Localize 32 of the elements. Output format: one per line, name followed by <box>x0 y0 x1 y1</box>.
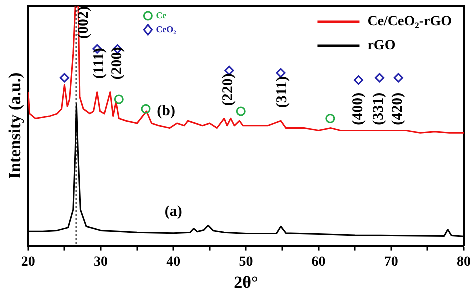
point <box>354 76 364 86</box>
x-tick-label: 80 <box>457 254 471 270</box>
annotation: (400) <box>350 92 367 126</box>
annotation: (220) <box>220 74 237 106</box>
legend-label: Ce/CeO₂-rGO <box>368 14 452 30</box>
annotation: (a) <box>164 204 182 220</box>
point <box>375 73 385 83</box>
annotation: (311) <box>274 76 290 108</box>
x-tick-label: 60 <box>312 254 326 270</box>
annotation: (b) <box>157 103 176 120</box>
point <box>141 104 151 114</box>
x-axis-title: 2θ° <box>234 273 258 292</box>
point <box>394 73 404 83</box>
x-tick-label: 40 <box>166 254 181 270</box>
annotation: (200) <box>110 47 126 80</box>
annotation: (331) <box>370 92 387 126</box>
point <box>326 114 336 124</box>
annotation: (420) <box>390 92 406 126</box>
x-tick-label: 70 <box>384 254 398 270</box>
x-tick-label: 50 <box>239 254 254 270</box>
point <box>60 73 70 83</box>
annotation: (111) <box>91 48 108 79</box>
x-tick-label: 20 <box>21 254 36 270</box>
point <box>276 68 286 78</box>
legend-label: rGO <box>368 38 396 54</box>
x-tick-label: 30 <box>94 254 108 270</box>
point <box>236 106 246 116</box>
y-axis-title: Intensity (a.u.) <box>6 72 25 180</box>
annotation: (002) <box>76 6 92 40</box>
legend-label: Ce <box>156 10 167 20</box>
point <box>114 94 124 104</box>
legend-label: CeO₂ <box>156 24 177 34</box>
